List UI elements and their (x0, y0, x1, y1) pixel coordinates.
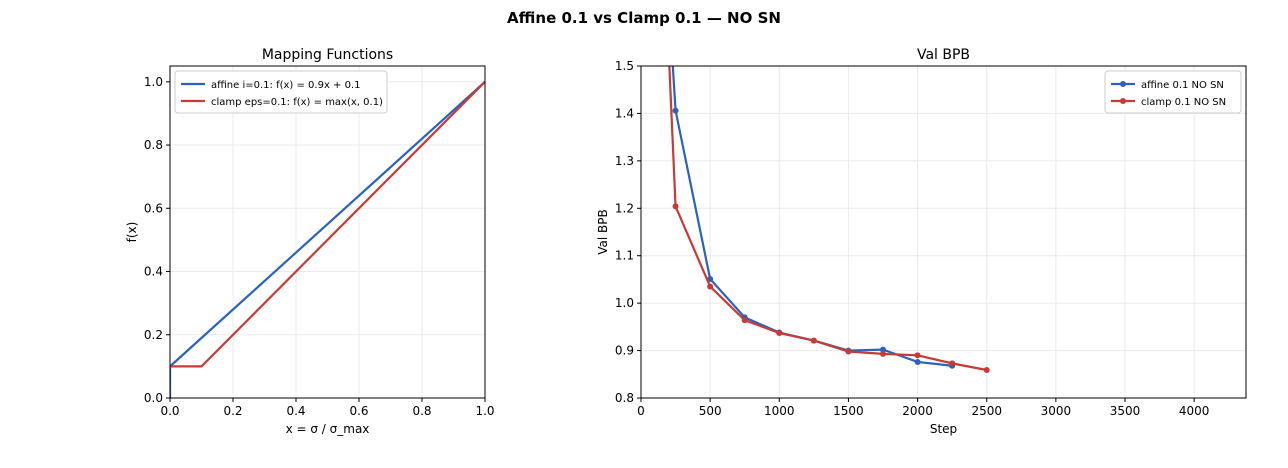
data-point (880, 350, 886, 357)
legend-label: affine i=0.1: f(x) = 0.9x + 0.1 (211, 80, 361, 91)
legend-marker (1120, 98, 1126, 104)
x-tick-label: 500 (699, 404, 722, 418)
y-tick-label: 0.8 (615, 391, 634, 405)
series-line-2 (170, 81, 485, 368)
y-axis-label: f(x) (125, 222, 139, 243)
legend-label: clamp eps=0.1: f(x) = max(x, 0.1) (211, 97, 383, 108)
figure-title: Affine 0.1 vs Clamp 0.1 — NO SN (507, 9, 781, 27)
x-tick-label: 4000 (1179, 404, 1210, 418)
y-tick-label: 0.0 (144, 391, 163, 405)
y-tick-label: 0.2 (144, 328, 163, 342)
x-tick-label: 0.6 (349, 404, 368, 418)
data-point (810, 337, 817, 344)
data-point (672, 203, 679, 210)
legend-box (174, 70, 388, 114)
x-tick-label: 2000 (902, 404, 933, 418)
y-tick-label: 1.3 (615, 154, 634, 168)
y-axis-label: Val BPB (596, 209, 610, 254)
legend: affine i=0.1: f(x) = 0.9x + 0.1 clamp eps… (174, 70, 388, 114)
y-tick-label: 0.9 (615, 344, 634, 358)
data-point (741, 317, 748, 324)
y-tick-label: 1.0 (144, 75, 163, 89)
x-axis-label: Step (930, 422, 957, 436)
axes-frame (169, 65, 486, 399)
data-point (880, 346, 886, 353)
legend-box (1104, 70, 1242, 114)
legend-label: clamp 0.1 NO SN (1141, 97, 1226, 108)
data-point (914, 352, 921, 359)
chart-title: Mapping Functions (262, 47, 393, 63)
y-tick-label: 1.1 (615, 249, 634, 263)
x-tick-label: 0.4 (286, 404, 305, 418)
data-point (776, 330, 783, 337)
y-tick-label: 1.2 (615, 201, 634, 215)
chart-title: Val BPB (917, 47, 970, 63)
legend: affine 0.1 NO SN clamp 0.1 NO SN (1104, 70, 1242, 114)
y-tick-label: 1.0 (615, 296, 634, 310)
data-point (914, 358, 921, 365)
y-tick-label: 0.6 (144, 201, 163, 215)
data-point (672, 107, 679, 114)
x-tick-label: 1000 (764, 404, 795, 418)
y-tick-label: 1.4 (615, 106, 634, 120)
x-tick-label: 3500 (1110, 404, 1141, 418)
x-tick-label: 0.0 (160, 404, 179, 418)
data-point (949, 360, 956, 367)
x-tick-label: 1500 (833, 404, 864, 418)
x-tick-label: 0.8 (412, 404, 431, 418)
axes-frame (640, 65, 1247, 399)
y-tick-label: 0.4 (144, 265, 163, 279)
x-tick-label: 3000 (1041, 404, 1072, 418)
chart-2: 0 500 1000 1500 2000 2500 3000 3500 4000 0.8 0.9 1.… (596, 47, 1247, 436)
series-line-1 (671, 66, 953, 367)
x-tick-label: 1.0 (475, 404, 494, 418)
x-tick-label: 0 (637, 404, 645, 418)
data-point (983, 367, 990, 374)
x-tick-label: 2500 (971, 404, 1002, 418)
data-point (845, 348, 852, 355)
x-axis-label: x = σ / σ_max (286, 422, 370, 436)
legend-label: affine 0.1 NO SN (1141, 80, 1224, 91)
legend-marker (1120, 81, 1126, 87)
x-tick-label: 0.2 (223, 404, 242, 418)
data-point (707, 283, 714, 290)
y-tick-label: 0.8 (144, 138, 163, 152)
chart-1: 0.0 0.2 0.4 0.6 0.8 1.0 0.0 0.2 0.4 0.6 0.8 1.0 Mapp… (125, 47, 495, 436)
y-tick-label: 1.5 (615, 59, 634, 73)
